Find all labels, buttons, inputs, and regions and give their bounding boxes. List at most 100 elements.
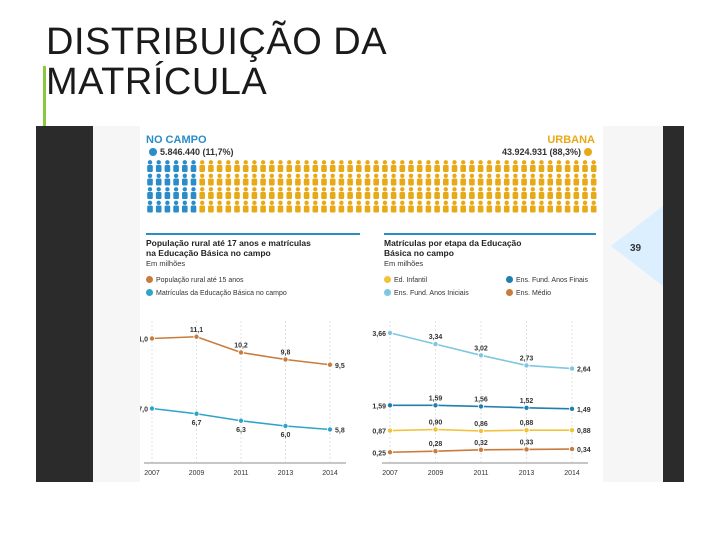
person-icon <box>434 160 440 172</box>
urban-label: URBANA <box>547 134 595 146</box>
person-icon <box>451 187 458 199</box>
person-head <box>374 200 379 205</box>
yellow-dot-icon <box>384 276 391 283</box>
person-body <box>173 205 179 213</box>
person-body <box>277 165 284 172</box>
person-head <box>591 187 596 192</box>
person-icon <box>155 200 162 213</box>
data-label: 3,02 <box>474 345 488 352</box>
person-body <box>425 165 432 172</box>
data-point <box>568 446 575 453</box>
person-icon <box>538 160 545 172</box>
person-body <box>503 205 510 213</box>
person-icon <box>147 187 153 199</box>
person-head <box>234 173 240 178</box>
person-icon <box>495 160 501 172</box>
person-body <box>390 192 397 199</box>
person-body <box>216 165 223 172</box>
person-body <box>399 192 406 199</box>
person-icon <box>199 173 205 186</box>
person-body <box>147 165 153 172</box>
person-head <box>226 200 231 205</box>
person-icon <box>347 187 353 199</box>
data-label: 2,73 <box>520 355 534 362</box>
person-head <box>574 173 579 178</box>
data-point <box>523 446 530 453</box>
legend-label: Ed. Infantil <box>394 277 428 284</box>
person-head <box>304 173 309 178</box>
person-head <box>321 173 327 178</box>
person-body <box>582 205 588 213</box>
person-head <box>408 173 414 178</box>
person-body <box>364 192 371 199</box>
person-head <box>156 173 161 178</box>
person-icon <box>408 187 414 199</box>
slide-title-line-2: MATRÍCULA <box>46 61 268 103</box>
person-head <box>400 160 405 165</box>
person-body <box>521 178 527 186</box>
person-head <box>478 187 483 192</box>
person-body <box>573 192 580 199</box>
person-head <box>295 200 301 205</box>
person-head <box>208 160 214 165</box>
person-body <box>503 178 510 186</box>
urban-dot-icon <box>584 148 592 156</box>
person-body <box>321 165 327 172</box>
person-head <box>356 160 361 165</box>
person-head <box>461 200 466 205</box>
person-head <box>313 160 318 165</box>
person-body <box>443 178 449 186</box>
person-head <box>556 187 562 192</box>
person-icon <box>269 200 275 213</box>
data-point <box>386 449 393 456</box>
person-icon <box>329 160 336 172</box>
person-icon <box>164 187 171 199</box>
person-icon <box>512 187 519 199</box>
person-body <box>556 178 562 186</box>
person-body <box>408 205 414 213</box>
person-icon <box>512 173 519 186</box>
person-icon <box>347 173 353 186</box>
person-head <box>165 187 170 192</box>
person-body <box>486 192 493 199</box>
person-icon <box>573 200 580 213</box>
person-head <box>495 173 501 178</box>
person-icon <box>582 200 588 213</box>
person-head <box>191 187 196 192</box>
person-body <box>469 205 475 213</box>
person-head <box>313 173 318 178</box>
person-head <box>539 187 544 192</box>
person-icon <box>190 173 197 186</box>
person-icon <box>286 160 292 172</box>
person-head <box>487 200 492 205</box>
person-body <box>512 192 519 199</box>
person-icon <box>242 173 249 186</box>
person-head <box>287 173 292 178</box>
person-icon <box>547 200 553 213</box>
person-body <box>364 178 371 186</box>
person-icon <box>460 200 466 213</box>
person-body <box>216 205 223 213</box>
person-head <box>382 173 388 178</box>
person-icon <box>416 160 423 172</box>
person-icon <box>251 200 258 213</box>
person-icon <box>190 200 197 213</box>
person-icon <box>425 173 432 186</box>
person-icon <box>582 187 588 199</box>
person-body <box>451 192 458 199</box>
charts-canvas: 2007 2009 2011 2013 2014 11,0 11,1 10,2 9,8 9,5 7,… <box>140 321 591 477</box>
person-icon <box>295 200 301 213</box>
person-icon <box>477 173 484 186</box>
person-icon <box>443 160 449 172</box>
person-head <box>548 173 553 178</box>
person-body <box>312 192 319 199</box>
person-icon <box>321 200 327 213</box>
person-head <box>347 187 353 192</box>
person-icon <box>573 160 580 172</box>
person-head <box>330 200 335 205</box>
person-body <box>329 165 336 172</box>
person-body <box>173 165 179 172</box>
person-icon <box>425 200 432 213</box>
person-body <box>399 165 406 172</box>
person-head <box>469 200 475 205</box>
